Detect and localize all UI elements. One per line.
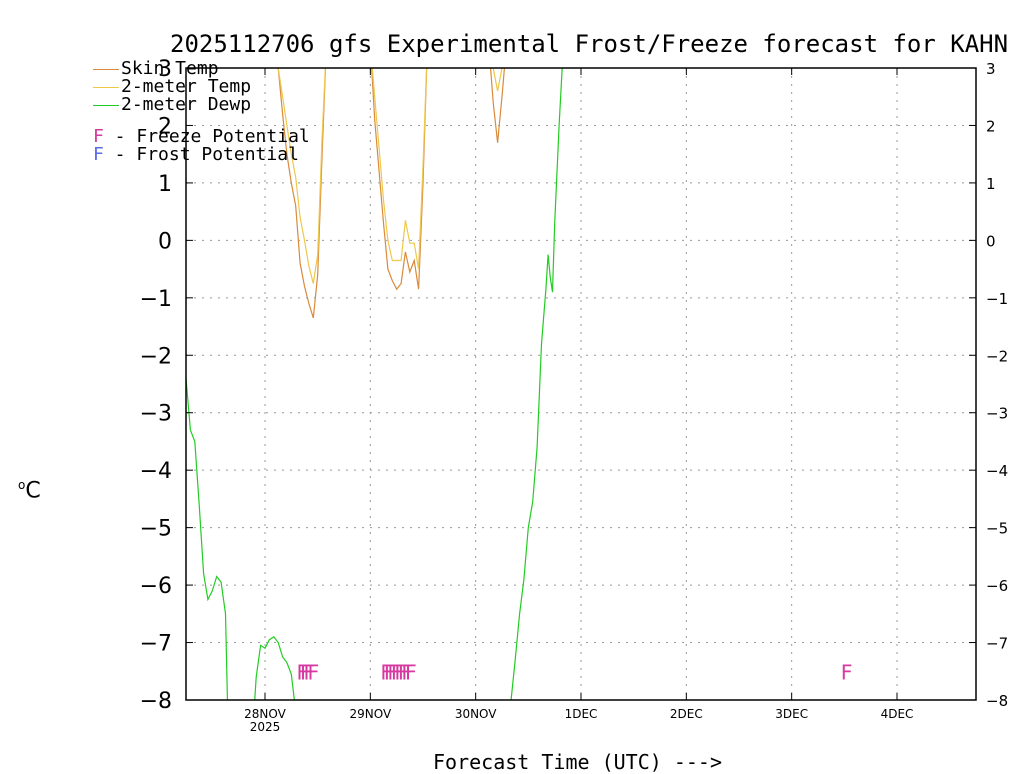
frost-potential-letter: F xyxy=(93,144,104,165)
series-line-2-meter-dewp xyxy=(186,378,229,700)
degree-symbol: o xyxy=(18,478,26,492)
frost-potential-text: - Frost Potential xyxy=(103,144,299,165)
y-tick-label-right: −8 xyxy=(986,692,1008,710)
series-line-2-meter-temp xyxy=(277,68,326,284)
y-tick-label-right: −4 xyxy=(986,462,1008,480)
y-tick-label-right: −7 xyxy=(986,635,1008,653)
freeze-marker: F xyxy=(398,660,410,684)
y-axis-left: −8 −7 −6 −5 −4 −3 −2 −1 0 1 2 3 xyxy=(140,57,193,714)
y-tick-label-left: −1 xyxy=(140,287,172,312)
x-tick-label: 1DEC xyxy=(565,707,598,721)
x-tick-label: 29NOV xyxy=(349,707,391,721)
y-tick-label-left: 3 xyxy=(158,57,172,82)
y-tick-label-right: 1 xyxy=(986,175,996,193)
x-tick-label: 2DEC xyxy=(670,707,703,721)
legend-freeze-potential: F - Freeze Potential xyxy=(93,128,310,146)
data-series xyxy=(186,68,563,700)
freeze-marker: F xyxy=(384,660,396,684)
y-tick-label-left: −6 xyxy=(140,574,172,599)
legend-label-2m-dewp: 2-meter Dewp xyxy=(121,94,252,115)
legend-label-2m-temp: 2-meter Temp xyxy=(121,76,252,97)
series-line-2-meter-dewp xyxy=(510,68,563,700)
y-tick-label-right: 3 xyxy=(986,60,996,78)
freeze-marker: F xyxy=(387,660,399,684)
series-line-2-meter-dewp xyxy=(254,635,295,700)
freeze-marker: F xyxy=(391,660,403,684)
freeze-marker: F xyxy=(380,660,392,684)
y-axis-unit: C xyxy=(25,478,41,504)
x-tick-label: 3DEC xyxy=(775,707,808,721)
legend-skin-temp: Skin Temp xyxy=(93,60,219,78)
x-tick-label: 30NOV xyxy=(455,707,497,721)
y-tick-label-right: −6 xyxy=(986,577,1008,595)
series-line-skin-temp xyxy=(489,68,506,143)
y-tick-label-right: −1 xyxy=(986,290,1008,308)
freeze-marker: F xyxy=(841,660,853,684)
legend-swatch-skin xyxy=(93,68,119,70)
freeze-marker: F xyxy=(296,660,308,684)
y-tick-label-left: −8 xyxy=(140,689,172,714)
y-tick-label-left: −5 xyxy=(140,517,172,542)
chart-title: 2025112706 gfs Experimental Frost/Freeze… xyxy=(170,30,1009,58)
y-axis-label: oC xyxy=(18,478,41,503)
legend: Skin Temp 2-meter Temp 2-meter Dewp F - … xyxy=(93,60,413,170)
y-tick-label-left: −3 xyxy=(140,402,172,427)
y-tick-label-left: 2 xyxy=(158,114,172,139)
freeze-marker: F xyxy=(300,660,312,684)
x-tick-label: 28NOV xyxy=(244,707,286,721)
freeze-marker: F xyxy=(394,660,406,684)
legend-2m-dewp: 2-meter Dewp xyxy=(93,96,251,114)
series-line-skin-temp xyxy=(371,68,428,291)
series-line-2-meter-temp xyxy=(371,68,428,270)
freeze-marker: F xyxy=(405,660,417,684)
y-tick-label-right: −2 xyxy=(986,347,1008,365)
freeze-marker: F xyxy=(307,660,319,684)
legend-frost-potential: F - Frost Potential xyxy=(93,146,299,164)
legend-2m-temp: 2-meter Temp xyxy=(93,78,251,96)
series-line-skin-temp xyxy=(277,68,327,319)
x-tick-label: 4DEC xyxy=(881,707,914,721)
legend-swatch-2m-temp xyxy=(93,86,119,88)
freeze-potential-text: - Freeze Potential xyxy=(103,126,310,147)
x-tick-sublabel: 2025 xyxy=(250,720,281,734)
y-tick-label-left: 1 xyxy=(158,172,172,197)
y-tick-label-right: −5 xyxy=(986,520,1008,538)
y-tick-label-left: −7 xyxy=(140,632,172,657)
legend-swatch-2m-dewp xyxy=(93,104,119,106)
y-tick-label-right: 2 xyxy=(986,117,996,135)
y-tick-label-right: 0 xyxy=(986,232,996,250)
y-tick-label-left: 0 xyxy=(158,229,172,254)
y-axis-right: −8 −7 −6 −5 −4 −3 −2 −1 0 1 2 3 xyxy=(969,60,1008,710)
y-tick-label-left: −2 xyxy=(140,344,172,369)
grid-lines xyxy=(186,68,976,700)
series-line-2-meter-temp xyxy=(492,68,503,92)
y-tick-label-right: −3 xyxy=(986,405,1008,423)
freeze-marker: F xyxy=(401,660,413,684)
legend-label-skin: Skin Temp xyxy=(121,58,219,79)
freeze-marker: F xyxy=(303,660,315,684)
freeze-potential-letter: F xyxy=(93,126,104,147)
x-axis-label: Forecast Time (UTC) ---> xyxy=(433,750,722,774)
y-tick-label-left: −4 xyxy=(140,459,172,484)
